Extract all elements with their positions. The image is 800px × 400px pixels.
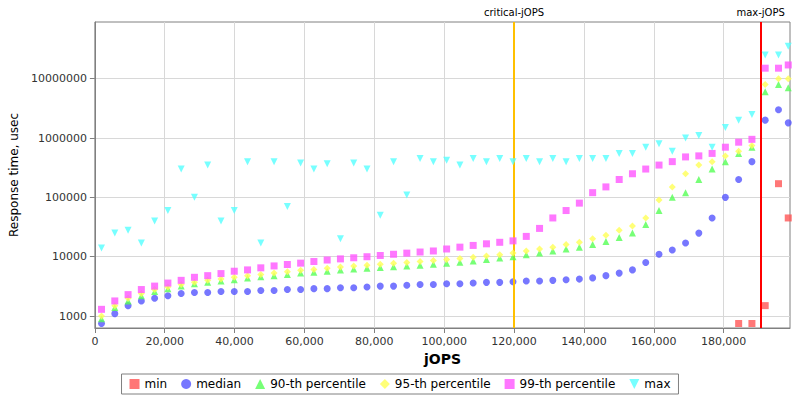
svg-text:40,000: 40,000	[215, 335, 254, 348]
svg-text:95-th percentile: 95-th percentile	[395, 377, 491, 391]
svg-text:max-jOPS: max-jOPS	[736, 7, 784, 18]
svg-text:Response time, usec: Response time, usec	[7, 113, 21, 237]
svg-text:80,000: 80,000	[355, 335, 394, 348]
svg-text:min: min	[145, 377, 168, 391]
svg-text:10000000: 10000000	[31, 72, 87, 85]
svg-text:180,000: 180,000	[701, 335, 747, 348]
svg-text:120,000: 120,000	[491, 335, 537, 348]
svg-text:99-th percentile: 99-th percentile	[520, 377, 616, 391]
svg-text:critical-jOPS: critical-jOPS	[484, 7, 544, 18]
svg-text:0: 0	[91, 335, 98, 348]
svg-text:10000: 10000	[52, 250, 87, 263]
svg-text:1000000: 1000000	[38, 132, 87, 145]
svg-text:100000: 100000	[45, 191, 87, 204]
svg-text:90-th percentile: 90-th percentile	[270, 377, 366, 391]
svg-text:160,000: 160,000	[631, 335, 677, 348]
svg-text:60,000: 60,000	[285, 335, 324, 348]
svg-text:1000: 1000	[59, 310, 87, 323]
svg-text:100,000: 100,000	[421, 335, 467, 348]
svg-text:max: max	[644, 377, 670, 391]
svg-text:140,000: 140,000	[561, 335, 607, 348]
svg-text:20,000: 20,000	[145, 335, 184, 348]
svg-text:median: median	[196, 377, 241, 391]
svg-text:jOPS: jOPS	[423, 351, 461, 367]
